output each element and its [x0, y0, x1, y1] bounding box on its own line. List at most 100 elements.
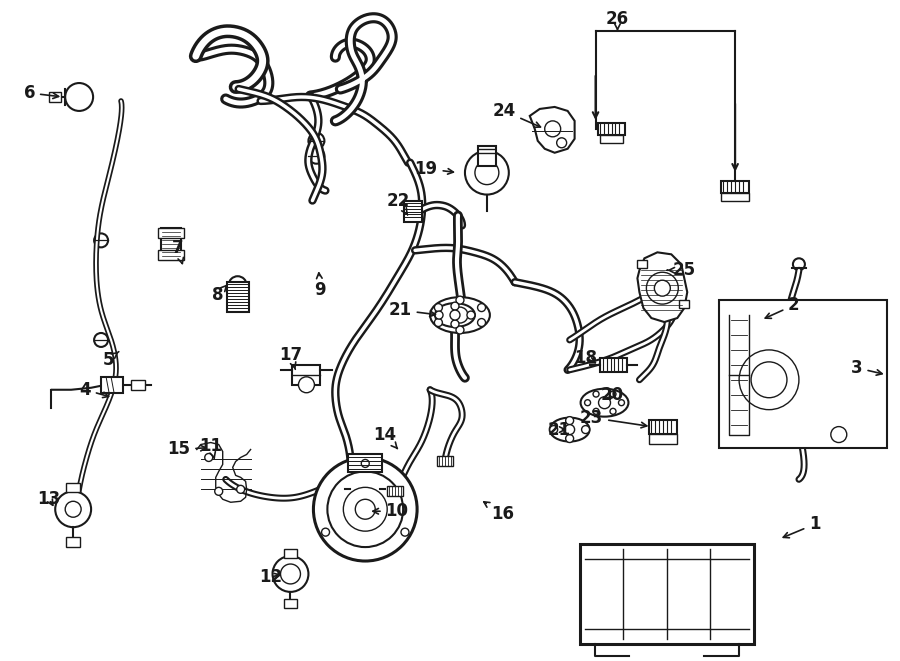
- Bar: [599, 135, 624, 143]
- Circle shape: [313, 457, 417, 561]
- Ellipse shape: [435, 303, 475, 327]
- Bar: [437, 457, 453, 467]
- Bar: [680, 300, 689, 308]
- Circle shape: [435, 311, 443, 319]
- Circle shape: [593, 391, 599, 397]
- Circle shape: [564, 424, 574, 434]
- Ellipse shape: [580, 389, 628, 416]
- Circle shape: [581, 426, 590, 434]
- Ellipse shape: [430, 297, 490, 333]
- Circle shape: [452, 307, 468, 323]
- Text: 26: 26: [606, 11, 629, 31]
- Text: 18: 18: [574, 349, 597, 367]
- Circle shape: [299, 377, 314, 393]
- Circle shape: [343, 487, 387, 531]
- Text: 2: 2: [765, 296, 800, 319]
- Circle shape: [593, 408, 599, 414]
- Circle shape: [831, 426, 847, 442]
- Bar: [650, 434, 678, 444]
- Circle shape: [478, 303, 485, 311]
- Bar: [599, 358, 627, 372]
- Circle shape: [309, 133, 324, 149]
- Circle shape: [328, 471, 403, 547]
- Ellipse shape: [550, 418, 590, 442]
- Circle shape: [618, 400, 625, 406]
- Bar: [478, 146, 496, 166]
- Circle shape: [94, 233, 108, 247]
- Circle shape: [465, 151, 508, 194]
- Text: 13: 13: [38, 490, 61, 508]
- Text: 23: 23: [580, 408, 647, 428]
- Text: 21: 21: [548, 420, 572, 439]
- Circle shape: [739, 350, 799, 410]
- Bar: [158, 229, 184, 239]
- Circle shape: [273, 556, 309, 592]
- Circle shape: [237, 485, 245, 493]
- Circle shape: [451, 302, 459, 310]
- Bar: [348, 455, 382, 473]
- Bar: [67, 537, 80, 547]
- Bar: [387, 486, 403, 496]
- Circle shape: [793, 258, 805, 270]
- Text: 22: 22: [386, 192, 410, 215]
- Circle shape: [55, 491, 91, 527]
- Bar: [284, 549, 298, 558]
- Circle shape: [544, 121, 561, 137]
- Circle shape: [565, 434, 573, 442]
- Text: 25: 25: [667, 261, 696, 279]
- Circle shape: [610, 391, 616, 397]
- Text: 7: 7: [172, 239, 184, 264]
- Circle shape: [752, 362, 787, 398]
- Circle shape: [565, 416, 573, 424]
- Text: 19: 19: [415, 160, 454, 178]
- Circle shape: [435, 303, 443, 311]
- Circle shape: [475, 161, 499, 184]
- Circle shape: [435, 319, 443, 327]
- Text: 8: 8: [212, 286, 227, 304]
- Bar: [158, 251, 184, 260]
- Text: 12: 12: [259, 568, 282, 586]
- Text: 11: 11: [199, 436, 222, 458]
- Circle shape: [451, 320, 459, 328]
- Bar: [161, 229, 181, 260]
- Circle shape: [361, 459, 369, 467]
- Text: 15: 15: [167, 440, 206, 459]
- Circle shape: [229, 276, 247, 294]
- Bar: [101, 377, 123, 393]
- Bar: [227, 282, 248, 312]
- Bar: [580, 544, 754, 644]
- Circle shape: [610, 408, 616, 414]
- Bar: [50, 92, 61, 102]
- Bar: [721, 180, 749, 192]
- Text: 4: 4: [79, 381, 109, 399]
- Bar: [650, 420, 678, 434]
- Polygon shape: [637, 253, 688, 322]
- Circle shape: [281, 564, 301, 584]
- Circle shape: [215, 487, 222, 495]
- Circle shape: [356, 499, 375, 519]
- Circle shape: [401, 528, 409, 536]
- Bar: [598, 123, 626, 135]
- Circle shape: [205, 453, 212, 461]
- Text: 3: 3: [850, 359, 882, 377]
- Text: 16: 16: [484, 502, 514, 524]
- Text: 6: 6: [23, 84, 59, 102]
- Bar: [404, 200, 422, 223]
- Circle shape: [598, 397, 610, 408]
- Bar: [284, 599, 298, 608]
- Circle shape: [321, 528, 329, 536]
- Circle shape: [450, 310, 460, 320]
- Bar: [67, 483, 80, 492]
- Circle shape: [65, 501, 81, 517]
- Text: 14: 14: [374, 426, 398, 449]
- Circle shape: [557, 137, 567, 148]
- Circle shape: [229, 291, 247, 309]
- Text: 21: 21: [389, 301, 436, 319]
- Text: 5: 5: [103, 351, 119, 369]
- Circle shape: [467, 311, 475, 319]
- Text: 9: 9: [315, 273, 326, 299]
- Polygon shape: [530, 107, 574, 153]
- Text: 1: 1: [783, 515, 821, 538]
- Bar: [292, 365, 320, 385]
- Text: 24: 24: [492, 102, 541, 128]
